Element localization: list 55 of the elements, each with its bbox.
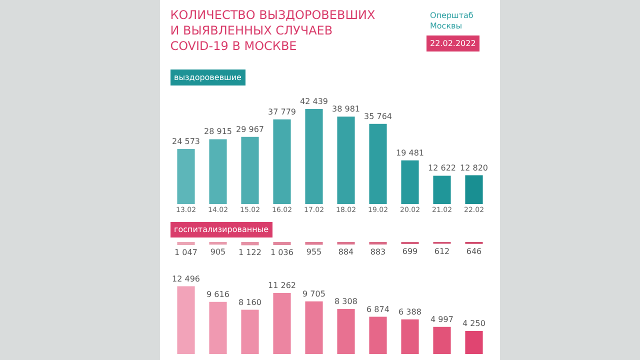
data-label: 28 915 xyxy=(204,127,232,136)
data-label: 8 160 xyxy=(238,298,262,307)
bar xyxy=(209,139,227,204)
bar xyxy=(241,136,259,204)
text: выздоровевшие xyxy=(174,73,242,82)
data-label: 905 xyxy=(210,248,226,257)
text: Оперштаб Москвы xyxy=(430,11,474,30)
data-label: 4 997 xyxy=(430,314,454,324)
data-label: 6 388 xyxy=(398,307,422,316)
bar xyxy=(465,175,483,204)
data-label: 12 622 xyxy=(428,164,456,173)
data-label: 1 047 xyxy=(174,248,198,257)
bar xyxy=(273,292,291,354)
bar xyxy=(273,119,291,204)
bar xyxy=(369,316,387,354)
bar xyxy=(209,302,227,354)
bar xyxy=(305,301,323,354)
bar xyxy=(337,308,355,354)
bar xyxy=(433,176,451,204)
data-label: 612 xyxy=(434,246,450,256)
bar xyxy=(177,286,195,354)
data-label: 12 820 xyxy=(460,163,488,172)
bar xyxy=(305,108,323,204)
bar xyxy=(433,326,451,354)
data-label: 35 764 xyxy=(364,112,392,121)
data-label: 42 439 xyxy=(300,96,328,106)
data-label: 6 874 xyxy=(366,304,390,314)
data-label: 29 967 xyxy=(236,124,264,134)
data-label: 19 481 xyxy=(396,148,424,158)
data-label: 8 308 xyxy=(334,296,358,306)
data-label: 646 xyxy=(466,246,482,256)
data-label: 9 705 xyxy=(302,289,326,298)
bar xyxy=(177,148,195,204)
bar xyxy=(401,319,419,354)
data-label: 699 xyxy=(402,247,418,256)
bar xyxy=(401,160,419,204)
data-label: 883 xyxy=(370,248,386,257)
bar xyxy=(241,310,259,354)
data-label: 1 122 xyxy=(238,248,262,258)
data-label: 24 573 xyxy=(172,136,200,146)
data-label: 884 xyxy=(338,248,354,257)
data-label: 9 616 xyxy=(206,290,230,299)
text: госпитализированные xyxy=(174,225,269,234)
text: 22.02.2022 xyxy=(430,39,476,48)
data-label: 38 981 xyxy=(332,104,360,114)
data-label: 12 496 xyxy=(172,274,200,284)
data-label: 11 262 xyxy=(268,280,296,290)
bar xyxy=(369,124,387,204)
data-label: 37 779 xyxy=(268,107,296,116)
data-label: 4 250 xyxy=(462,318,486,328)
bar xyxy=(337,116,355,204)
bar xyxy=(465,330,483,354)
data-label: 1 036 xyxy=(270,248,294,257)
chart-title: КОЛИЧЕСТВО ВЫЗДОРОВЕВШИХ И ВЫЯВЛЕННЫХ СЛУЧАЕВ COVID-19 В МОСКВЕ xyxy=(170,8,376,54)
data-label: 955 xyxy=(306,248,322,257)
